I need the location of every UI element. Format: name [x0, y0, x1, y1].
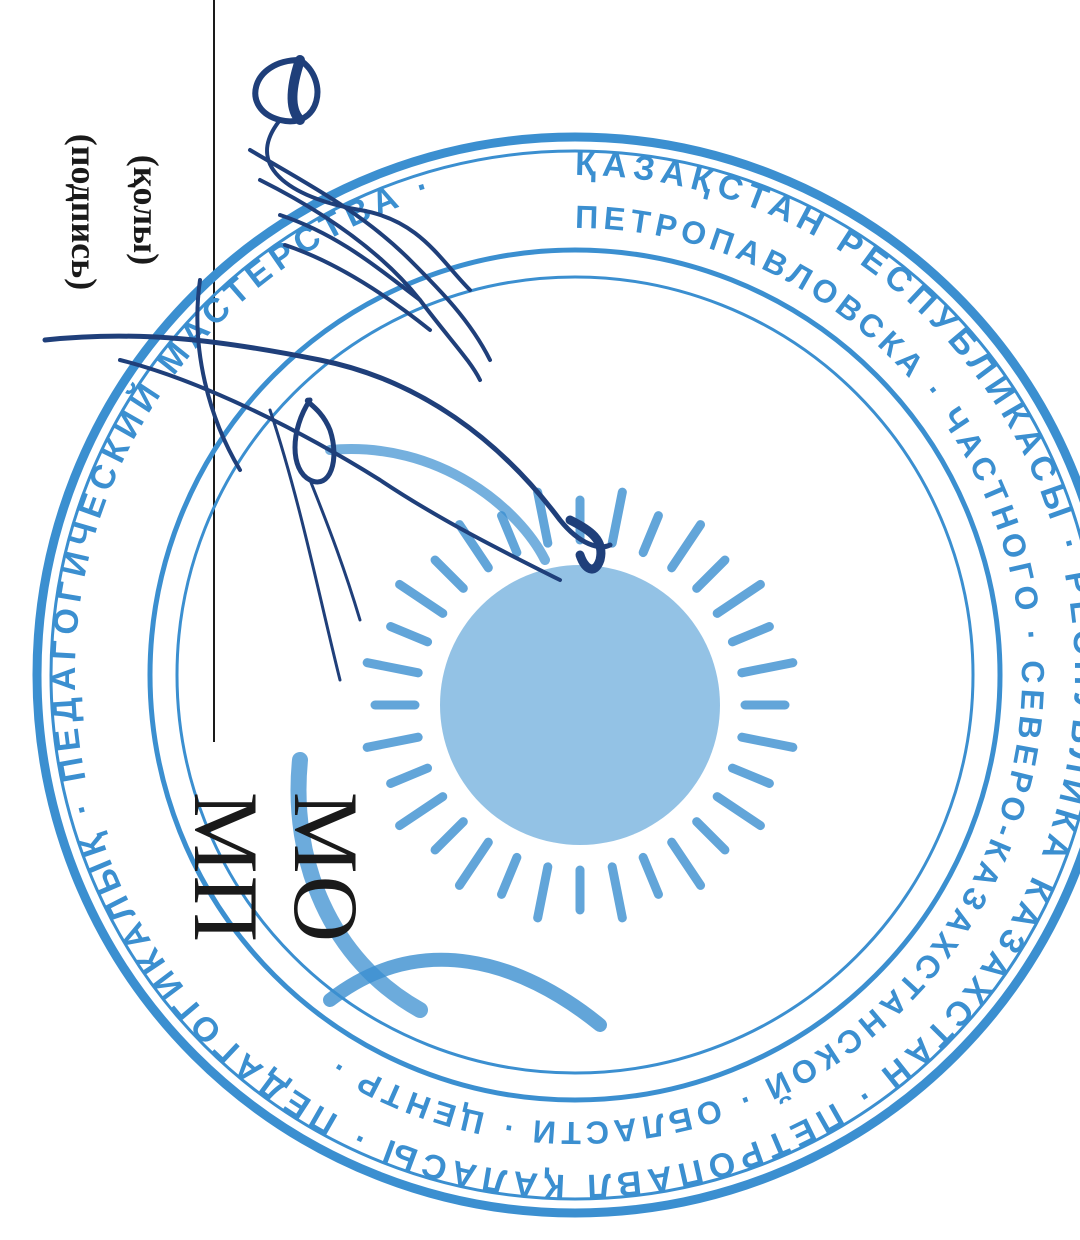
mo-mark: МО — [275, 791, 377, 945]
signature-line — [213, 0, 215, 742]
sun-ray — [667, 520, 706, 573]
sun-ray — [362, 658, 423, 678]
sun-ray — [692, 817, 730, 855]
sun-ray — [737, 732, 798, 752]
sun-ray — [692, 555, 730, 593]
sun-ray — [533, 862, 553, 923]
sun-emblem-icon — [290, 444, 798, 1032]
sun-ray — [533, 487, 553, 548]
steppe-eagle-body — [290, 752, 428, 1018]
sun-ray — [395, 792, 448, 831]
sun-ray — [712, 792, 765, 831]
sun-ray — [667, 837, 706, 890]
sun-ray — [395, 579, 448, 618]
stamp-outer-ring — [32, 132, 1080, 1218]
sun-ray — [638, 511, 663, 558]
sun-ray — [497, 511, 522, 558]
stamp-middle-ring — [147, 247, 1003, 1103]
sun-rays — [362, 487, 798, 923]
sun-ray — [737, 658, 798, 678]
stamp-outer-ring-inner — [49, 149, 1080, 1201]
sun-ray — [430, 817, 468, 855]
sun-ray — [454, 837, 493, 890]
sun-ray — [712, 579, 765, 618]
mp-mark: МП — [175, 791, 277, 945]
sun-ray — [638, 852, 663, 899]
handwritten-signature — [42, 55, 613, 682]
sun-ray — [497, 852, 522, 899]
sun-ray — [727, 763, 774, 788]
sun-ray — [386, 763, 433, 788]
sun-ray — [727, 622, 774, 647]
emblem-arc — [325, 444, 550, 565]
sun-ray — [386, 622, 433, 647]
sun-ray — [607, 487, 627, 548]
sun-disc — [440, 565, 720, 845]
sun-ray — [607, 862, 627, 923]
stamp-inner-ring — [175, 275, 975, 1075]
sun-ray — [362, 732, 423, 752]
sun-ray — [430, 555, 468, 593]
